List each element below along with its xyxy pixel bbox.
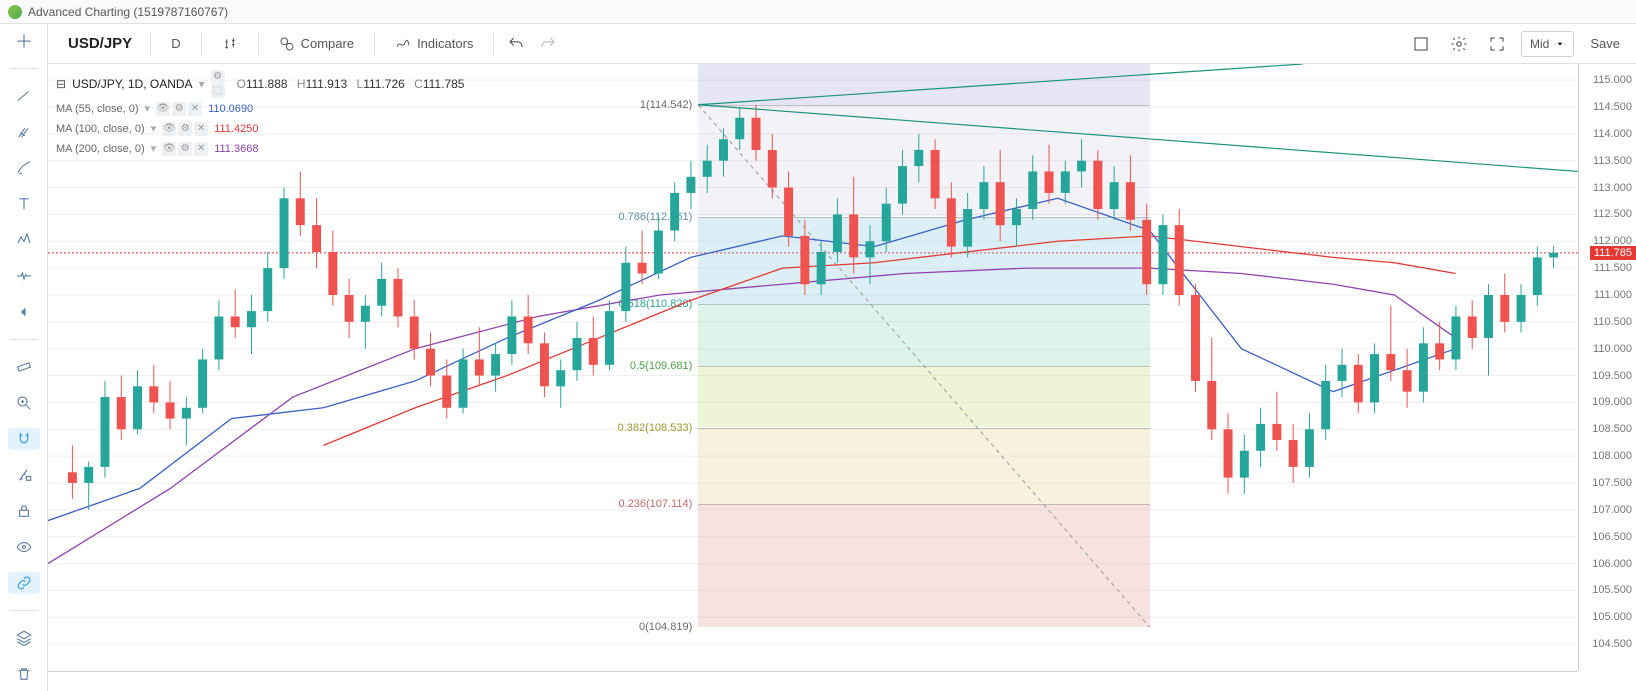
screenshot-button[interactable]	[1407, 30, 1435, 58]
pitchfork-tool[interactable]	[8, 121, 40, 143]
trendline-tool[interactable]	[8, 85, 40, 107]
indicators-button[interactable]: Indicators	[383, 30, 485, 58]
window-title-bar: Advanced Charting (1519787160767)	[0, 0, 1636, 24]
interval-selector[interactable]: D	[159, 30, 192, 58]
undo-button[interactable]	[502, 30, 530, 58]
time-axis[interactable]	[48, 671, 1578, 691]
hide-tool[interactable]	[8, 536, 40, 558]
text-tool[interactable]	[8, 193, 40, 215]
pattern-tool[interactable]	[8, 229, 40, 251]
price-type-selector[interactable]: Mid	[1521, 31, 1574, 57]
compare-label: Compare	[301, 36, 354, 51]
ruler-tool[interactable]	[8, 356, 40, 378]
trash-tool[interactable]	[8, 663, 40, 685]
chart-area[interactable]: 1(114.542)0.786(112.461)0.618(110.828)0.…	[48, 64, 1636, 691]
chart-top-toolbar: USD/JPY D Compare Indicators Mid Save	[48, 24, 1636, 64]
redo-button[interactable]	[534, 30, 562, 58]
crosshair-tool[interactable]	[8, 30, 40, 52]
drawing-tool-sidebar	[0, 24, 48, 691]
save-button[interactable]: Save	[1584, 32, 1626, 55]
indicators-label: Indicators	[417, 36, 473, 51]
symbol-selector[interactable]: USD/JPY	[58, 31, 142, 56]
price-axis[interactable]: 115.000114.500114.000113.500113.000112.5…	[1578, 64, 1636, 671]
layers-tool[interactable]	[8, 627, 40, 649]
lock-tool[interactable]	[8, 500, 40, 522]
current-price-badge: 111.785	[1590, 246, 1636, 260]
back-button[interactable]	[8, 301, 40, 323]
chart-style-selector[interactable]	[210, 30, 250, 58]
chart-legend: ⊟ USD/JPY, 1D, OANDA ▾ ⚙⬚ O111.888 H111.…	[56, 70, 464, 158]
link-tool[interactable]	[8, 572, 40, 594]
window-title: Advanced Charting (1519787160767)	[28, 5, 228, 19]
app-logo	[8, 5, 22, 19]
compare-button[interactable]: Compare	[267, 30, 366, 58]
settings-button[interactable]	[1445, 30, 1473, 58]
expand-icon[interactable]: ⊟	[56, 75, 66, 93]
magnet-tool[interactable]	[8, 428, 40, 450]
forecast-tool[interactable]	[8, 265, 40, 287]
zoom-tool[interactable]	[8, 392, 40, 414]
fullscreen-button[interactable]	[1483, 30, 1511, 58]
lock-drawings-tool[interactable]	[8, 464, 40, 486]
brush-tool[interactable]	[8, 157, 40, 179]
